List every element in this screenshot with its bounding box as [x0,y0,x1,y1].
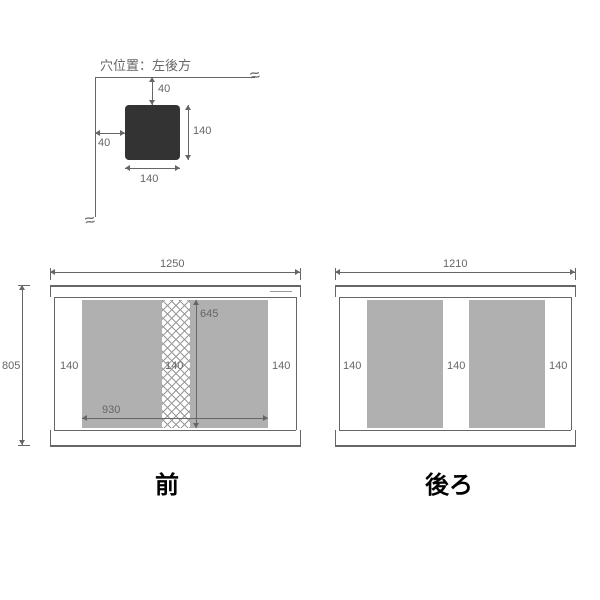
front-view-region: 1250 805 645 140 140 140 930 前 [20,270,310,500]
detail-left-edge [95,77,96,217]
f-dim-930: 930 [102,404,120,416]
f-ext-lb [18,445,30,446]
f-top-inner [54,297,296,298]
f-dim-height: 805 [2,360,20,372]
f-dim-center: 140 [165,360,183,372]
b-panel-left [367,300,443,428]
dim-top-offset: 40 [158,83,170,95]
f-panel-left [82,300,162,428]
f-dim-645-arrow [196,300,197,428]
b-top-outer [335,285,575,287]
dim-left-offset: 40 [98,137,110,149]
b-top-r [575,285,576,297]
b-dim-width: 1210 [443,258,467,270]
dim-arrow-top-offset [152,77,153,105]
b-body-r [571,297,572,430]
f-bot-outer [50,445,300,447]
b-dim-width-arrow [335,272,575,273]
dim-hole-h: 140 [193,125,211,137]
f-bot-inner [54,430,296,431]
dim-arrow-left-offset [95,133,125,134]
detail-top-edge [95,77,255,78]
f-body-r [296,297,297,430]
f-dim-height-arrow [22,285,23,445]
b-bot-inner [339,430,571,431]
f-dim-width: 1250 [160,258,184,270]
b-dim-gap-left: 140 [343,360,361,372]
f-top-l [50,285,51,297]
b-ext-tr [575,268,576,280]
f-slot [270,291,292,292]
b-top-l [335,285,336,297]
hole-square [125,105,180,160]
dim-arrow-hole-h [188,105,189,160]
f-dim-930-arrow [82,418,268,419]
break-mark-right: ≈ [248,64,261,86]
f-dim-gap-right: 140 [272,360,290,372]
f-bot-l [50,430,51,447]
b-body-l [339,297,340,430]
hole-detail-region: 穴位置：左後方 ≈ ≈ 40 40 140 140 [90,55,290,235]
back-label: 後ろ [425,465,473,500]
b-bot-r [575,430,576,447]
b-dim-center: 140 [447,360,465,372]
b-top-inner [339,297,571,298]
f-top-outer [50,285,300,287]
b-bot-l [335,430,336,447]
f-ext-tr [300,268,301,280]
b-dim-gap-right: 140 [549,360,567,372]
f-dim-width-arrow [50,272,300,273]
front-label: 前 [155,465,179,500]
back-view-region: 1210 140 140 140 後ろ [325,270,585,500]
b-bot-outer [335,445,575,447]
f-dim-645: 645 [200,308,218,320]
dim-arrow-hole-w [125,168,180,169]
b-panel-right [469,300,545,428]
f-top-r [300,285,301,297]
dim-hole-w: 140 [140,173,158,185]
f-body-l [54,297,55,430]
hole-title: 穴位置：左後方 [100,55,191,74]
f-dim-gap-left: 140 [60,360,78,372]
f-bot-r [300,430,301,447]
